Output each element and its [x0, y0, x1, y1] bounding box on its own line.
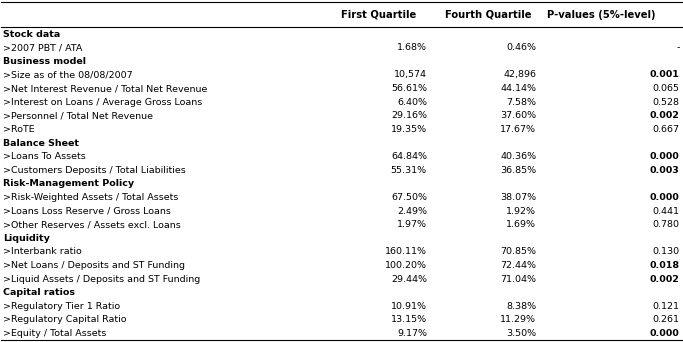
Text: 37.60%: 37.60% [500, 111, 536, 120]
Text: >Net Interest Revenue / Total Net Revenue: >Net Interest Revenue / Total Net Revenu… [3, 84, 208, 93]
Text: 42,896: 42,896 [503, 70, 536, 79]
Text: >Regulatory Tier 1 Ratio: >Regulatory Tier 1 Ratio [3, 302, 120, 311]
Text: 7.58%: 7.58% [506, 98, 536, 107]
Text: 71.04%: 71.04% [500, 275, 536, 284]
Text: Capital ratios: Capital ratios [3, 288, 75, 297]
Text: 72.44%: 72.44% [500, 261, 536, 270]
Text: 56.61%: 56.61% [391, 84, 427, 93]
Text: 0.002: 0.002 [650, 275, 680, 284]
Text: 0.002: 0.002 [650, 111, 680, 120]
Text: Fourth Quartile: Fourth Quartile [445, 10, 531, 19]
Text: 100.20%: 100.20% [385, 261, 427, 270]
Text: 0.130: 0.130 [652, 247, 680, 256]
Text: 8.38%: 8.38% [506, 302, 536, 311]
Text: >Risk-Weighted Assets / Total Assets: >Risk-Weighted Assets / Total Assets [3, 193, 179, 202]
Text: 2.49%: 2.49% [397, 207, 427, 215]
Text: 1.97%: 1.97% [397, 220, 427, 229]
Text: >Equity / Total Assets: >Equity / Total Assets [3, 329, 107, 338]
Text: >Personnel / Total Net Revenue: >Personnel / Total Net Revenue [3, 111, 154, 120]
Text: 0.121: 0.121 [652, 302, 680, 311]
Text: Risk-Management Policy: Risk-Management Policy [3, 179, 135, 188]
Text: >Loans Loss Reserve / Gross Loans: >Loans Loss Reserve / Gross Loans [3, 207, 171, 215]
Text: 1.69%: 1.69% [506, 220, 536, 229]
Text: 1.68%: 1.68% [397, 43, 427, 52]
Text: 6.40%: 6.40% [397, 98, 427, 107]
Text: 10,574: 10,574 [394, 70, 427, 79]
Text: >2007 PBT / ATA: >2007 PBT / ATA [3, 43, 83, 52]
Text: Balance Sheet: Balance Sheet [3, 139, 79, 147]
Text: >Loans To Assets: >Loans To Assets [3, 152, 86, 161]
Text: >Regulatory Capital Ratio: >Regulatory Capital Ratio [3, 315, 127, 324]
Text: 40.36%: 40.36% [500, 152, 536, 161]
Text: 3.50%: 3.50% [506, 329, 536, 338]
Text: >Net Loans / Deposits and ST Funding: >Net Loans / Deposits and ST Funding [3, 261, 185, 270]
Text: 0.46%: 0.46% [506, 43, 536, 52]
Text: 0.000: 0.000 [650, 329, 680, 338]
Text: 0.441: 0.441 [652, 207, 680, 215]
Text: 13.15%: 13.15% [391, 315, 427, 324]
Text: >Interest on Loans / Average Gross Loans: >Interest on Loans / Average Gross Loans [3, 98, 203, 107]
Text: 64.84%: 64.84% [391, 152, 427, 161]
Text: 1.92%: 1.92% [506, 207, 536, 215]
Text: 10.91%: 10.91% [391, 302, 427, 311]
Text: 0.001: 0.001 [650, 70, 680, 79]
Text: 36.85%: 36.85% [500, 166, 536, 175]
Text: >RoTE: >RoTE [3, 125, 35, 134]
Text: 11.29%: 11.29% [500, 315, 536, 324]
Text: 0.667: 0.667 [652, 125, 680, 134]
Text: P-values (5%-level): P-values (5%-level) [547, 10, 655, 19]
Text: 0.000: 0.000 [650, 193, 680, 202]
Text: 0.261: 0.261 [652, 315, 680, 324]
Text: Stock data: Stock data [3, 30, 61, 39]
Text: 0.780: 0.780 [652, 220, 680, 229]
Text: >Size as of the 08/08/2007: >Size as of the 08/08/2007 [3, 70, 133, 79]
Text: 29.44%: 29.44% [391, 275, 427, 284]
Text: >Liquid Assets / Deposits and ST Funding: >Liquid Assets / Deposits and ST Funding [3, 275, 201, 284]
Text: >Interbank ratio: >Interbank ratio [3, 247, 82, 256]
Text: 0.528: 0.528 [652, 98, 680, 107]
Text: 0.018: 0.018 [650, 261, 680, 270]
Text: >Customers Deposits / Total Liabilities: >Customers Deposits / Total Liabilities [3, 166, 186, 175]
Text: 19.35%: 19.35% [391, 125, 427, 134]
Text: >Other Reserves / Assets excl. Loans: >Other Reserves / Assets excl. Loans [3, 220, 181, 229]
Text: Liquidity: Liquidity [3, 234, 51, 243]
Text: -: - [676, 43, 680, 52]
Text: 70.85%: 70.85% [500, 247, 536, 256]
Text: Business model: Business model [3, 57, 87, 66]
Text: 0.000: 0.000 [650, 152, 680, 161]
Text: 38.07%: 38.07% [500, 193, 536, 202]
Text: 44.14%: 44.14% [500, 84, 536, 93]
Text: 0.065: 0.065 [652, 84, 680, 93]
Text: 160.11%: 160.11% [385, 247, 427, 256]
Text: 0.003: 0.003 [650, 166, 680, 175]
Text: 55.31%: 55.31% [391, 166, 427, 175]
Text: First Quartile: First Quartile [342, 10, 417, 19]
Text: 17.67%: 17.67% [500, 125, 536, 134]
Text: 29.16%: 29.16% [391, 111, 427, 120]
Text: 67.50%: 67.50% [391, 193, 427, 202]
Text: 9.17%: 9.17% [397, 329, 427, 338]
